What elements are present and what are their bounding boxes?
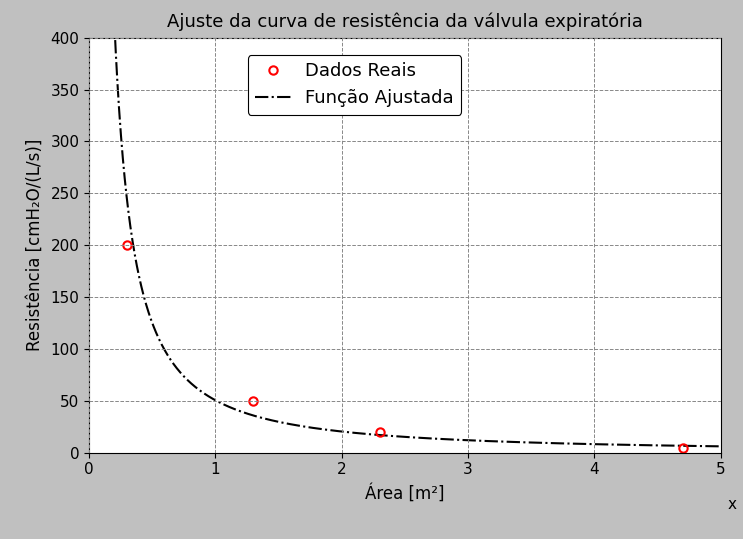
Função Ajustada xyxy=(698,443,707,450)
Dados Reais xyxy=(249,398,258,404)
Line: Dados Reais: Dados Reais xyxy=(123,241,687,452)
Line: Função Ajustada: Função Ajustada xyxy=(93,17,721,446)
Dados Reais xyxy=(678,444,687,451)
Dados Reais xyxy=(375,429,384,435)
Dados Reais xyxy=(123,242,132,248)
Função Ajustada xyxy=(583,441,591,447)
Y-axis label: Resistência [cmH₂O/(L/s)]: Resistência [cmH₂O/(L/s)] xyxy=(25,139,44,351)
Legend: Dados Reais, Função Ajustada: Dados Reais, Função Ajustada xyxy=(247,55,461,114)
Title: Ajuste da curva de resistência da válvula expiratória: Ajuste da curva de resistência da válvul… xyxy=(167,12,643,31)
Função Ajustada xyxy=(120,178,129,184)
Função Ajustada xyxy=(698,443,707,450)
Função Ajustada xyxy=(88,13,97,20)
Text: x 10⁻⁵: x 10⁻⁵ xyxy=(727,497,743,512)
Função Ajustada xyxy=(394,433,403,440)
Função Ajustada xyxy=(716,443,725,450)
Função Ajustada xyxy=(377,432,386,438)
X-axis label: Área [m²]: Área [m²] xyxy=(366,485,444,503)
